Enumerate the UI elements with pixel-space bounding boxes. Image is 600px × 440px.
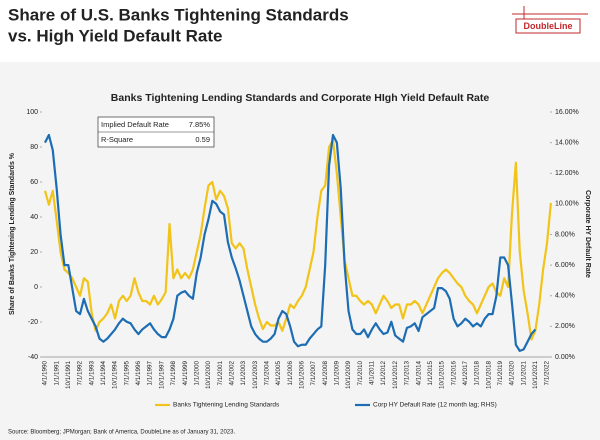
x-tick-label: 1/1/2021 xyxy=(520,361,527,386)
x-tick-label: 10/1/2021 xyxy=(532,361,539,390)
y2-tick-label: 6.00% xyxy=(555,262,575,269)
series-line xyxy=(44,133,537,352)
x-tick-label: 1/1/1997 xyxy=(147,361,154,386)
page-title: vs. High Yield Default Rate xyxy=(8,26,222,45)
x-tick-label: 1/1/2012 xyxy=(380,361,387,386)
x-tick-label: 1/1/2015 xyxy=(427,361,434,386)
y2-tick-label: 14.00% xyxy=(555,139,579,146)
y-axis-title: Share of Banks Tightening Lending Standa… xyxy=(9,152,16,315)
x-tick-label: 4/1/2002 xyxy=(228,361,235,386)
x-tick-label: 4/1/1996 xyxy=(135,361,142,386)
y2-tick-label: 10.00% xyxy=(555,201,579,208)
x-tick-label: 7/1/2004 xyxy=(263,361,270,386)
y2-tick-label: 2.00% xyxy=(555,323,575,330)
y-tick-label: 100 xyxy=(26,109,38,116)
page-title: Share of U.S. Banks Tightening Standards xyxy=(8,5,349,24)
y-tick-label: 0 xyxy=(34,284,38,291)
x-tick-label: 10/1/2015 xyxy=(439,361,446,390)
x-tick-label: 7/1/2019 xyxy=(497,361,504,386)
logo-box xyxy=(515,18,581,34)
x-tick-label: 4/1/2011 xyxy=(369,361,376,386)
logo: DoubleLine xyxy=(524,21,573,31)
x-tick-label: 4/1/2005 xyxy=(275,361,282,386)
x-tick-label: 4/1/1999 xyxy=(182,361,189,386)
x-tick-label: 7/1/1992 xyxy=(77,361,84,386)
x-tick-label: 1/1/2018 xyxy=(474,361,481,386)
x-tick-label: 10/1/2003 xyxy=(252,361,259,390)
x-tick-label: 4/1/2014 xyxy=(415,361,422,386)
stats-value: 7.85% xyxy=(189,120,211,129)
legend-label: Corp HY Default Rate (12 month lag; RHS) xyxy=(373,402,497,409)
legend-label: Banks Tightening Lending Standards xyxy=(173,402,280,409)
x-tick-label: 7/1/2016 xyxy=(450,361,457,386)
x-tick-label: 4/1/2008 xyxy=(322,361,329,386)
y-tick-label: 20 xyxy=(30,249,38,256)
x-tick-label: 7/1/2010 xyxy=(357,361,364,386)
y-tick-label: 80 xyxy=(30,144,38,151)
x-tick-label: 10/1/2012 xyxy=(392,361,399,390)
x-tick-label: 7/1/1995 xyxy=(123,361,130,386)
y2-axis-title: Corporate HY Default Rate xyxy=(584,190,591,278)
x-tick-label: 1/1/2003 xyxy=(240,361,247,386)
x-tick-label: 7/1/2007 xyxy=(310,361,317,386)
stats-label: R-Square xyxy=(101,135,133,144)
stats-label: Implied Default Rate xyxy=(101,120,169,129)
y-tick-label: -40 xyxy=(28,354,38,361)
x-tick-label: 10/1/1991 xyxy=(65,361,72,390)
y-tick-label: -20 xyxy=(28,319,38,326)
y2-tick-label: 0.00% xyxy=(555,354,575,361)
x-tick-label: 10/1/1994 xyxy=(112,361,119,390)
x-tick-label: 10/1/1997 xyxy=(158,361,165,390)
y-tick-label: 60 xyxy=(30,179,38,186)
x-tick-label: 4/1/1990 xyxy=(42,361,49,386)
source: Source: Bloomberg; JPMorgan; Bank of Ame… xyxy=(8,430,235,436)
y2-tick-label: 16.00% xyxy=(555,109,579,116)
x-tick-label: 4/1/2020 xyxy=(509,361,516,386)
y2-tick-label: 8.00% xyxy=(555,231,575,238)
x-tick-label: 1/1/2000 xyxy=(193,361,200,386)
x-tick-label: 7/1/2013 xyxy=(404,361,411,386)
series-line xyxy=(43,138,552,341)
x-tick-label: 10/1/2009 xyxy=(345,361,352,390)
x-tick-label: 1/1/1991 xyxy=(53,361,60,386)
stats-value: 0.59 xyxy=(195,135,210,144)
chart-title: Banks Tightening Lending Standards and C… xyxy=(111,92,490,104)
x-tick-label: 10/1/2006 xyxy=(299,361,306,390)
x-tick-label: 7/1/1998 xyxy=(170,361,177,386)
x-tick-label: 1/1/1994 xyxy=(100,361,107,386)
x-tick-label: 4/1/2017 xyxy=(462,361,469,386)
x-tick-label: 7/1/2001 xyxy=(217,361,224,386)
x-tick-label: 1/1/2009 xyxy=(334,361,341,386)
x-tick-label: 10/1/2000 xyxy=(205,361,212,390)
x-tick-label: 1/1/2006 xyxy=(287,361,294,386)
x-tick-label: 4/1/1993 xyxy=(88,361,95,386)
y2-tick-label: 4.00% xyxy=(555,293,575,300)
x-tick-label: 10/1/2018 xyxy=(485,361,492,390)
y-tick-label: 40 xyxy=(30,214,38,221)
x-tick-label: 7/1/2022 xyxy=(544,361,551,386)
y2-tick-label: 12.00% xyxy=(555,170,579,177)
